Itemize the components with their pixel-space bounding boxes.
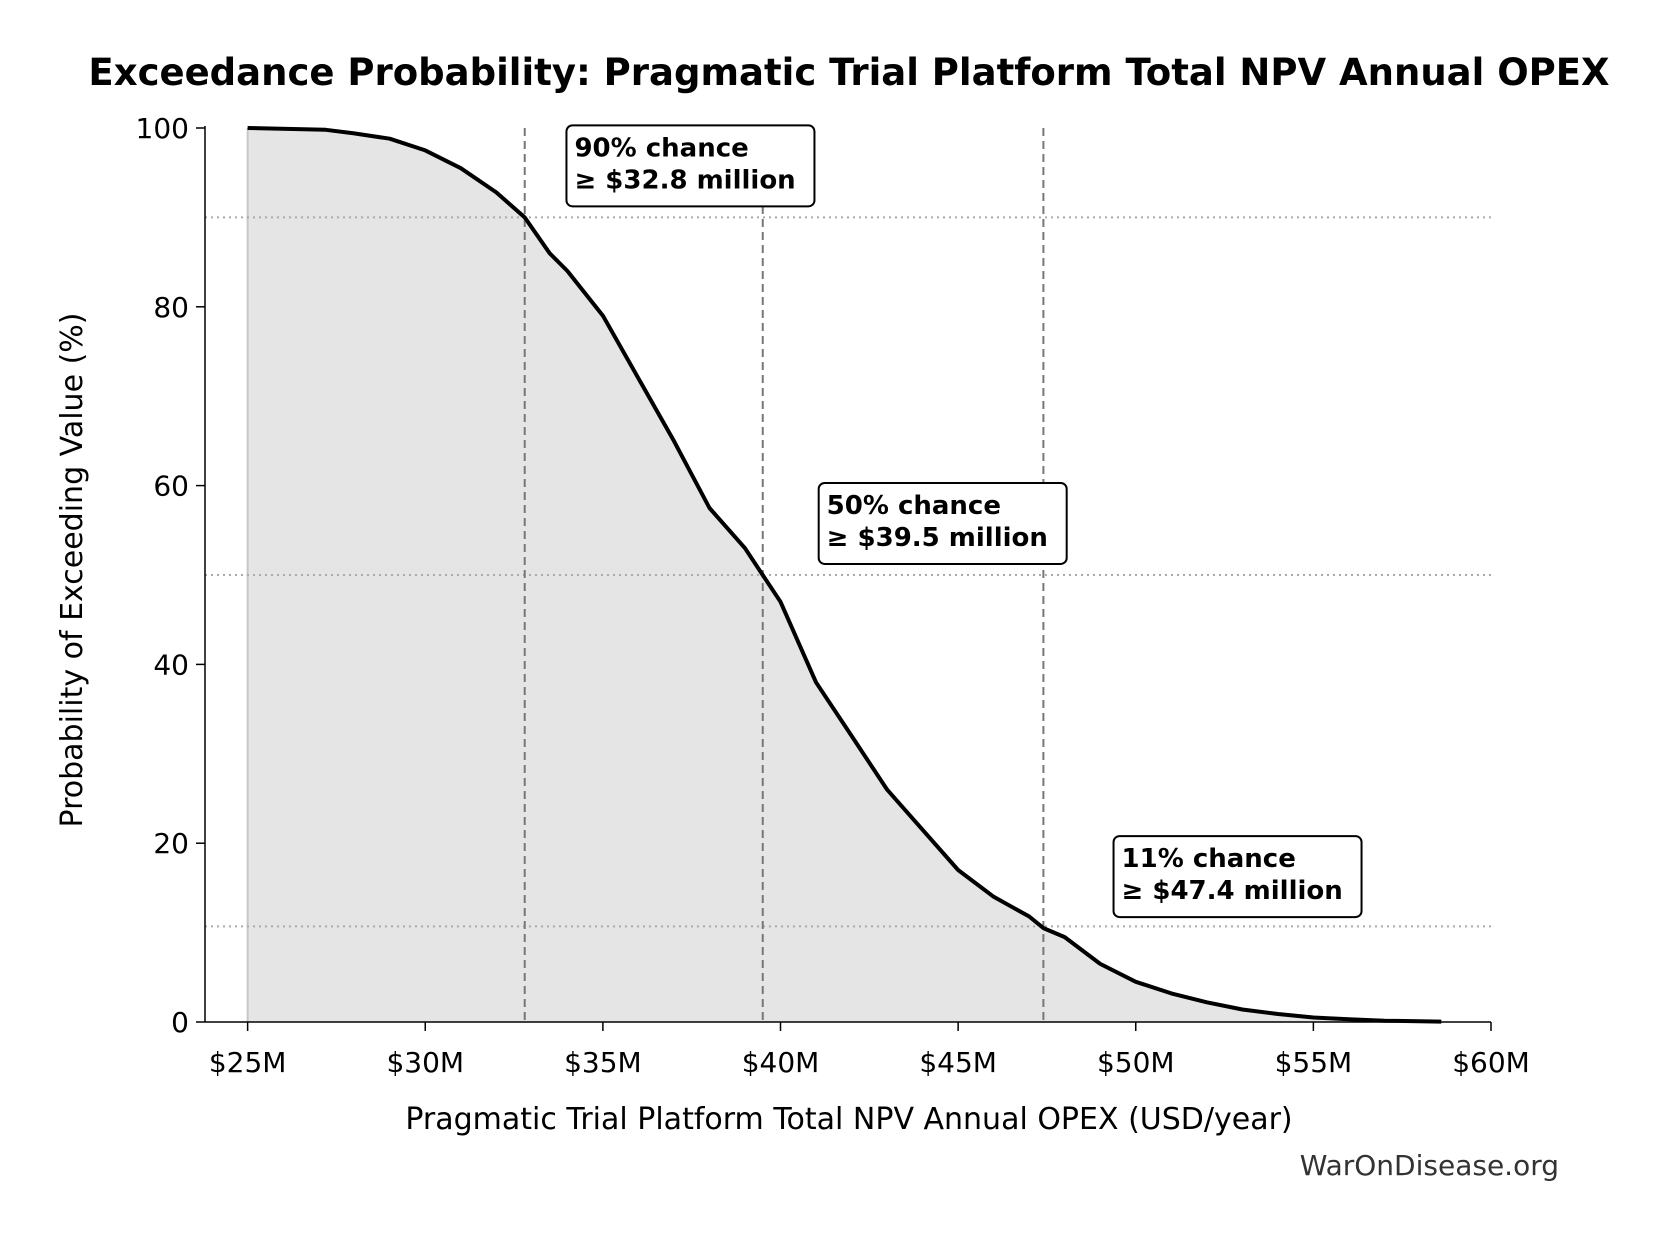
annotation-box-1 xyxy=(565,124,816,208)
plot-area: 0 20 40 60 80 100 $25M $30M $35M $40M $45M $50M $55M… xyxy=(136,112,1530,1079)
y-tick-label: 40 xyxy=(153,648,189,681)
annotation-line2-3: ≥ $47.4 million xyxy=(1122,876,1343,906)
x-tick-label: $25M xyxy=(209,1046,287,1079)
exceedance-curve xyxy=(247,126,1442,1024)
annotation-line1-3: 11% chance xyxy=(1122,844,1296,874)
x-tick-label: $35M xyxy=(564,1046,642,1079)
annotation-box-2 xyxy=(817,481,1068,565)
x-tick-label: $45M xyxy=(919,1046,997,1079)
watermark: WarOnDisease.org xyxy=(1300,1149,1559,1182)
annotation-line2-1: ≥ $32.8 million xyxy=(574,165,795,195)
y-tick-label: 80 xyxy=(153,291,189,324)
x-tick-label: $40M xyxy=(742,1046,820,1079)
y-tick-label: 60 xyxy=(153,470,189,503)
annotation-line1-2: 50% chance xyxy=(827,491,1001,521)
x-tick-label: $60M xyxy=(1452,1046,1530,1079)
y-tick-label: 20 xyxy=(153,827,189,860)
x-tick-label: $55M xyxy=(1275,1046,1353,1079)
x-tick-label: $30M xyxy=(386,1046,464,1079)
x-axis-label: Pragmatic Trial Platform Total NPV Annua… xyxy=(405,1102,1292,1137)
annotation-line1-1: 90% chance xyxy=(574,133,748,163)
area-fill xyxy=(247,128,1442,1022)
y-tick-label: 100 xyxy=(136,112,189,145)
y-tick-label: 0 xyxy=(171,1006,189,1039)
y-axis-label: Probability of Exceeding Value (%) xyxy=(55,313,90,828)
annotation-line2-2: ≥ $39.5 million xyxy=(827,523,1048,553)
x-tick-label: $50M xyxy=(1097,1046,1175,1079)
annotation-box-3 xyxy=(1112,835,1363,919)
chart-title: Exceedance Probability: Pragmatic Trial … xyxy=(88,51,1609,94)
